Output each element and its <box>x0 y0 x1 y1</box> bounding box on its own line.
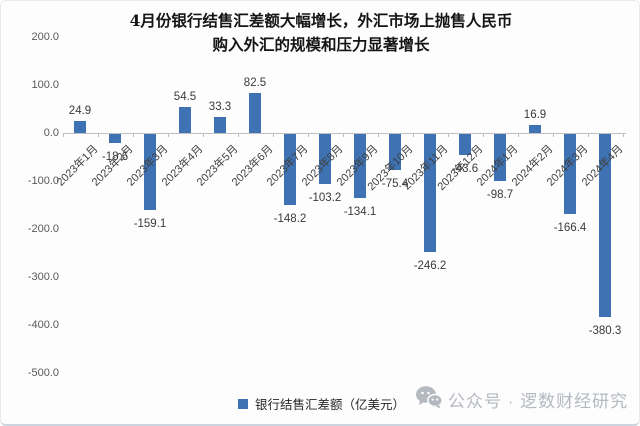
x-axis-tick <box>272 133 274 137</box>
bar-2023年9月 <box>354 134 366 199</box>
value-label: -43.6 <box>451 162 479 175</box>
y-axis-tick-label: 0.0 <box>43 127 59 139</box>
bar-2024年2月 <box>529 124 541 133</box>
y-axis-tick-label: 200.0 <box>31 31 59 43</box>
value-label: -103.2 <box>308 191 342 204</box>
x-axis-tick <box>412 133 414 137</box>
legend-marker-icon <box>238 398 248 409</box>
x-axis-tick <box>132 133 134 137</box>
x-axis-line <box>63 133 626 134</box>
bar-2023年12月 <box>459 134 471 155</box>
y-axis-tick-label: -500.0 <box>27 367 59 379</box>
bar-2023年3月 <box>144 134 156 211</box>
value-label: -148.2 <box>273 213 307 226</box>
chart-title-line2: 购入外汇的规模和压力显著增长 <box>212 35 430 54</box>
watermark: 公众号 · 逻数财经研究 <box>415 385 628 414</box>
y-axis-tick-label: -400.0 <box>27 319 59 331</box>
value-label: -18.6 <box>101 150 129 163</box>
x-axis-tick <box>587 133 589 137</box>
value-label: 54.5 <box>173 90 197 103</box>
x-axis-tick <box>62 133 64 137</box>
bar-2023年2月 <box>109 134 121 143</box>
bar-2023年5月 <box>214 117 226 133</box>
value-label: -75.4 <box>381 178 409 191</box>
x-axis-tick <box>552 133 554 137</box>
x-axis-tick <box>517 133 519 137</box>
legend-label: 银行结售汇差额（亿美元） <box>255 398 406 412</box>
value-label: -134.1 <box>343 206 377 219</box>
bar-2024年3月 <box>564 134 576 214</box>
bar-2024年4月 <box>599 134 611 317</box>
x-axis-tick <box>237 133 239 137</box>
value-label: 82.5 <box>243 77 267 90</box>
x-axis-tick <box>482 133 484 137</box>
bar-2023年4月 <box>179 106 191 133</box>
bar-2023年11月 <box>424 134 436 253</box>
value-label: -380.3 <box>588 324 622 337</box>
value-label: -98.7 <box>486 189 514 202</box>
watermark-text: 公众号 · 逻数财经研究 <box>448 392 629 411</box>
x-axis-tick <box>377 133 379 137</box>
y-axis-tick-label: -200.0 <box>27 223 59 235</box>
value-label: 16.9 <box>523 108 547 121</box>
x-axis-tick <box>622 133 624 137</box>
chart-title-line1: 4月份银行结售汇差额大幅增长，外汇市场上抛售人民币 <box>129 11 513 30</box>
bar-2023年10月 <box>389 134 401 171</box>
bar-2023年8月 <box>319 134 331 184</box>
bar-2023年1月 <box>74 121 86 133</box>
chart-title: 4月份银行结售汇差额大幅增长，外汇市场上抛售人民币 购入外汇的规模和压力显著增长 <box>1 9 639 57</box>
x-axis-tick <box>447 133 449 137</box>
bar-2023年7月 <box>284 134 296 206</box>
x-axis-tick <box>167 133 169 137</box>
x-axis-tick <box>97 133 99 137</box>
value-label: -166.4 <box>553 221 587 234</box>
bar-2023年6月 <box>249 93 261 133</box>
x-axis-tick <box>342 133 344 137</box>
y-axis-tick-label: -300.0 <box>27 271 59 283</box>
x-axis-tick <box>307 133 309 137</box>
value-label: -159.1 <box>133 218 167 231</box>
value-label: 33.3 <box>208 101 232 114</box>
y-axis-tick-label: 100.0 <box>31 79 59 91</box>
wechat-icon <box>415 385 443 414</box>
x-axis-tick <box>202 133 204 137</box>
bar-2024年1月 <box>494 134 506 182</box>
y-axis-tick-label: -100.0 <box>27 175 59 187</box>
value-label: -246.2 <box>413 260 447 273</box>
x-axis-category-label: 2024年4月 <box>579 143 626 189</box>
legend: 银行结售汇差额（亿美元） <box>238 394 405 413</box>
value-label: 24.9 <box>68 105 92 118</box>
